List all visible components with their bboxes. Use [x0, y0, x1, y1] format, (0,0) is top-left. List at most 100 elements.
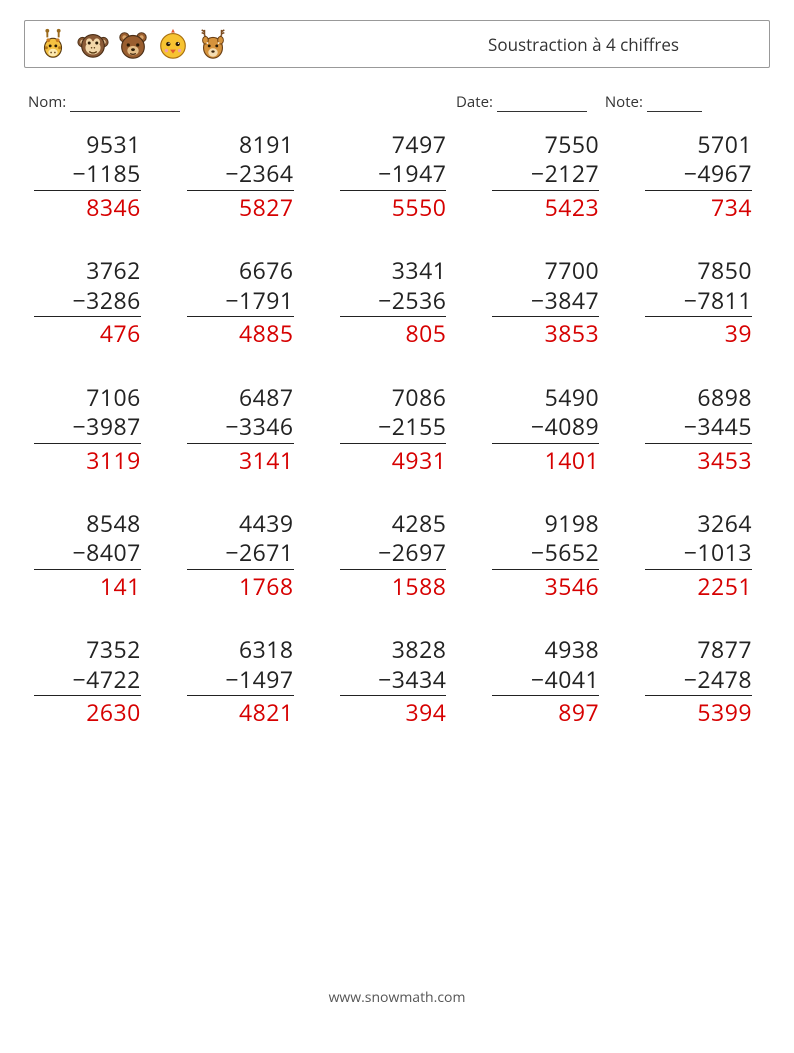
subtrahend: −4722	[34, 665, 141, 696]
problem-12: 6487−33463141	[187, 383, 302, 475]
answer: 1588	[340, 570, 447, 601]
answer: 5827	[187, 191, 294, 222]
footer-url: www.snowmath.com	[24, 988, 770, 1007]
problem-22: 6318−14974821	[187, 635, 302, 727]
problem-21: 7352−47222630	[34, 635, 149, 727]
minuend: 6898	[645, 383, 752, 412]
deer-icon	[195, 26, 231, 62]
minuend: 7106	[34, 383, 141, 412]
problem-16: 8548−8407141	[34, 509, 149, 601]
problem-19: 9198−56523546	[492, 509, 607, 601]
problem-9: 7700−38473853	[492, 256, 607, 348]
subtrahend: −3346	[187, 412, 294, 443]
answer: 1768	[187, 570, 294, 601]
answer: 4821	[187, 696, 294, 727]
answer: 2251	[645, 570, 752, 601]
answer: 141	[34, 570, 141, 601]
subtrahend: −1497	[187, 665, 294, 696]
answer: 3453	[645, 444, 752, 475]
subtrahend: −3847	[492, 286, 599, 317]
problem-8: 3341−2536805	[340, 256, 455, 348]
minuend: 3762	[34, 256, 141, 285]
minuend: 5490	[492, 383, 599, 412]
worksheet-title: Soustraction à 4 chiffres	[488, 33, 759, 56]
minuend: 5701	[645, 130, 752, 159]
animal-icons-row	[35, 26, 231, 62]
minuend: 6487	[187, 383, 294, 412]
subtrahend: −5652	[492, 538, 599, 569]
problem-13: 7086−21554931	[340, 383, 455, 475]
answer: 734	[645, 191, 752, 222]
minuend: 7352	[34, 635, 141, 664]
problem-25: 7877−24785399	[645, 635, 760, 727]
minuend: 7086	[340, 383, 447, 412]
problem-17: 4439−26711768	[187, 509, 302, 601]
minuend: 7700	[492, 256, 599, 285]
subtrahend: −8407	[34, 538, 141, 569]
note-label: Note:	[605, 92, 643, 112]
minuend: 9531	[34, 130, 141, 159]
problem-15: 6898−34453453	[645, 383, 760, 475]
subtrahend: −2478	[645, 665, 752, 696]
problem-14: 5490−40891401	[492, 383, 607, 475]
answer: 3141	[187, 444, 294, 475]
info-row: Nom: Date: Note:	[28, 92, 766, 112]
problem-3: 7497−19475550	[340, 130, 455, 222]
answer: 805	[340, 317, 447, 348]
answer: 3119	[34, 444, 141, 475]
minuend: 3264	[645, 509, 752, 538]
answer: 3853	[492, 317, 599, 348]
worksheet-header: Soustraction à 4 chiffres	[24, 20, 770, 68]
answer: 394	[340, 696, 447, 727]
answer: 5423	[492, 191, 599, 222]
answer: 4931	[340, 444, 447, 475]
minuend: 7877	[645, 635, 752, 664]
answer: 1401	[492, 444, 599, 475]
problem-6: 3762−3286476	[34, 256, 149, 348]
date-blank[interactable]	[497, 96, 587, 113]
subtrahend: −4089	[492, 412, 599, 443]
subtrahend: −3434	[340, 665, 447, 696]
subtrahend: −2671	[187, 538, 294, 569]
problem-24: 4938−4041897	[492, 635, 607, 727]
subtrahend: −4041	[492, 665, 599, 696]
answer: 3546	[492, 570, 599, 601]
name-blank[interactable]	[70, 96, 180, 113]
problem-1: 9531−11858346	[34, 130, 149, 222]
minuend: 6318	[187, 635, 294, 664]
problem-4: 7550−21275423	[492, 130, 607, 222]
giraffe-icon	[35, 26, 71, 62]
problem-5: 5701−4967734	[645, 130, 760, 222]
answer: 5550	[340, 191, 447, 222]
minuend: 3828	[340, 635, 447, 664]
subtrahend: −3286	[34, 286, 141, 317]
answer: 897	[492, 696, 599, 727]
subtrahend: −7811	[645, 286, 752, 317]
problem-7: 6676−17914885	[187, 256, 302, 348]
problem-18: 4285−26971588	[340, 509, 455, 601]
subtrahend: −2127	[492, 159, 599, 190]
answer: 5399	[645, 696, 752, 727]
minuend: 7850	[645, 256, 752, 285]
problem-10: 7850−781139	[645, 256, 760, 348]
minuend: 7550	[492, 130, 599, 159]
subtrahend: −1185	[34, 159, 141, 190]
subtrahend: −2536	[340, 286, 447, 317]
name-label: Nom:	[28, 92, 66, 112]
minuend: 4439	[187, 509, 294, 538]
subtrahend: −1947	[340, 159, 447, 190]
problem-23: 3828−3434394	[340, 635, 455, 727]
subtrahend: −2697	[340, 538, 447, 569]
minuend: 3341	[340, 256, 447, 285]
note-blank[interactable]	[647, 96, 702, 113]
minuend: 8548	[34, 509, 141, 538]
subtrahend: −2364	[187, 159, 294, 190]
bear-icon	[115, 26, 151, 62]
subtrahend: −1791	[187, 286, 294, 317]
problem-11: 7106−39873119	[34, 383, 149, 475]
minuend: 7497	[340, 130, 447, 159]
problems-grid: 9531−118583468191−236458277497−194755507…	[24, 130, 770, 728]
chick-icon	[155, 26, 191, 62]
answer: 39	[645, 317, 752, 348]
answer: 4885	[187, 317, 294, 348]
